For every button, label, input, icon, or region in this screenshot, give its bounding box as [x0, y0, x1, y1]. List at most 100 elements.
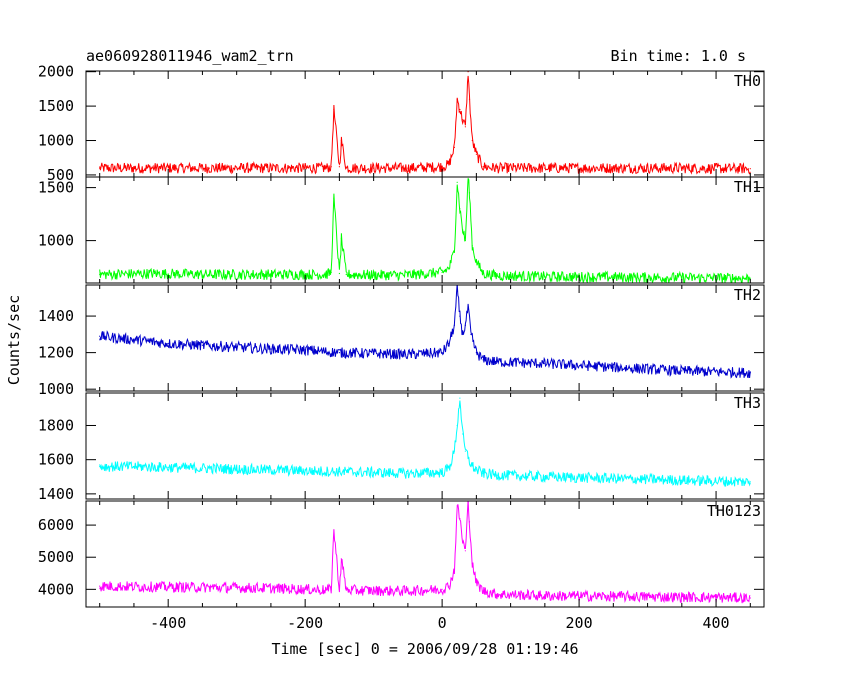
y-tick-label: 1800	[38, 416, 74, 434]
data-point-th0	[471, 139, 473, 142]
x-tick-label: -200	[287, 614, 323, 632]
data-point-th0	[208, 167, 210, 169]
data-point-th3	[612, 477, 614, 480]
data-point-th0123	[475, 582, 477, 584]
data-point-th1	[333, 197, 335, 199]
data-point-th3	[441, 471, 443, 474]
data-point-th3	[236, 468, 238, 470]
data-point-th1	[208, 273, 210, 276]
panel-frame-th0	[85, 70, 765, 178]
data-point-th0	[612, 167, 614, 169]
data-point-th0	[373, 167, 375, 169]
data-point-th1	[496, 275, 498, 277]
data-point-th3	[681, 479, 683, 481]
data-point-th0123	[153, 586, 156, 588]
data-point-th0	[448, 164, 450, 166]
data-point-th2	[459, 315, 461, 317]
data-point-th0	[464, 126, 466, 128]
data-point-th3	[167, 466, 169, 468]
data-point-th1	[464, 240, 466, 242]
panel-frame-th3	[85, 392, 765, 500]
data-point-th2	[456, 288, 458, 290]
data-point-th0	[468, 98, 471, 100]
data-point-th0	[681, 167, 683, 169]
data-point-th3	[407, 472, 409, 474]
data-point-th0	[99, 167, 101, 169]
data-point-th3	[373, 471, 375, 474]
data-point-th3	[304, 470, 306, 472]
y-tick-label: 1500	[38, 179, 74, 197]
data-point-th0	[345, 167, 347, 169]
data-point-th2	[681, 370, 683, 372]
data-point-th0	[544, 167, 546, 169]
data-point-th0123	[471, 563, 473, 565]
data-point-th2	[407, 353, 409, 355]
y-tick-label: 1600	[38, 451, 74, 469]
data-point-th2	[475, 352, 477, 354]
data-point-th1	[749, 277, 751, 279]
panel-label-th0123: TH0123	[707, 502, 761, 520]
data-point-th0	[338, 166, 340, 168]
data-point-th0123	[482, 590, 484, 592]
data-point-th0123	[456, 505, 458, 507]
data-point-th0123	[340, 558, 342, 560]
data-point-th3	[338, 471, 340, 473]
x-tick-label: -400	[150, 614, 186, 632]
data-point-th0123	[453, 569, 455, 571]
data-point-th1	[471, 245, 473, 247]
data-point-th2	[270, 348, 272, 350]
data-point-th0123	[263, 587, 265, 589]
data-point-th1	[681, 277, 683, 279]
data-point-th3	[544, 476, 546, 478]
panel-frame-th1	[85, 176, 765, 284]
y-axis-label: Counts/sec	[5, 295, 23, 385]
x-tick-label: 0	[438, 614, 447, 632]
data-point-th0	[325, 167, 327, 169]
data-point-th2	[373, 352, 375, 355]
data-point-th0	[456, 98, 458, 100]
y-tick-label: 1000	[38, 380, 74, 398]
data-point-th0	[462, 119, 464, 121]
data-point-th2	[167, 342, 169, 345]
y-tick-label: 4000	[38, 580, 74, 598]
panel-frame-th2	[85, 284, 765, 392]
data-point-th0123	[749, 597, 751, 599]
y-tick-label: 1500	[38, 97, 74, 115]
panel-label-th2: TH2	[734, 286, 761, 304]
series-line-th0123	[99, 501, 751, 604]
data-point-th0	[333, 108, 335, 111]
data-point-th0	[407, 167, 409, 169]
y-tick-label: 500	[47, 166, 74, 184]
data-point-th0123	[467, 502, 469, 504]
data-point-th1	[373, 274, 375, 276]
data-point-th3	[453, 450, 455, 452]
data-point-th2	[544, 363, 546, 365]
data-point-th1	[612, 276, 614, 278]
series-line-th2	[99, 285, 751, 379]
data-point-th0123	[441, 588, 443, 590]
data-point-th0	[496, 167, 498, 169]
data-point-th1	[456, 181, 458, 183]
data-point-th0123	[612, 595, 614, 598]
data-point-th0123	[462, 540, 464, 542]
data-point-th0	[304, 167, 306, 169]
data-point-th1	[407, 274, 409, 276]
data-point-th2	[133, 339, 135, 341]
data-point-th0123	[338, 588, 340, 590]
data-point-th3	[462, 433, 464, 435]
data-point-th2	[462, 333, 464, 335]
data-point-th3	[496, 474, 498, 476]
data-point-th1	[325, 273, 327, 276]
data-point-th3	[749, 481, 751, 483]
series-line-th1	[99, 178, 751, 283]
y-tick-label: 2000	[38, 63, 74, 81]
y-tick-label: 1200	[38, 344, 74, 362]
series-line-th3	[99, 400, 751, 488]
data-point-th2	[496, 361, 498, 363]
data-point-th1	[330, 271, 332, 273]
data-point-th1	[448, 267, 450, 269]
data-point-th2	[482, 359, 484, 361]
bin-time-label: Bin time: 1.0 s	[611, 47, 746, 65]
data-point-th1	[459, 208, 461, 210]
